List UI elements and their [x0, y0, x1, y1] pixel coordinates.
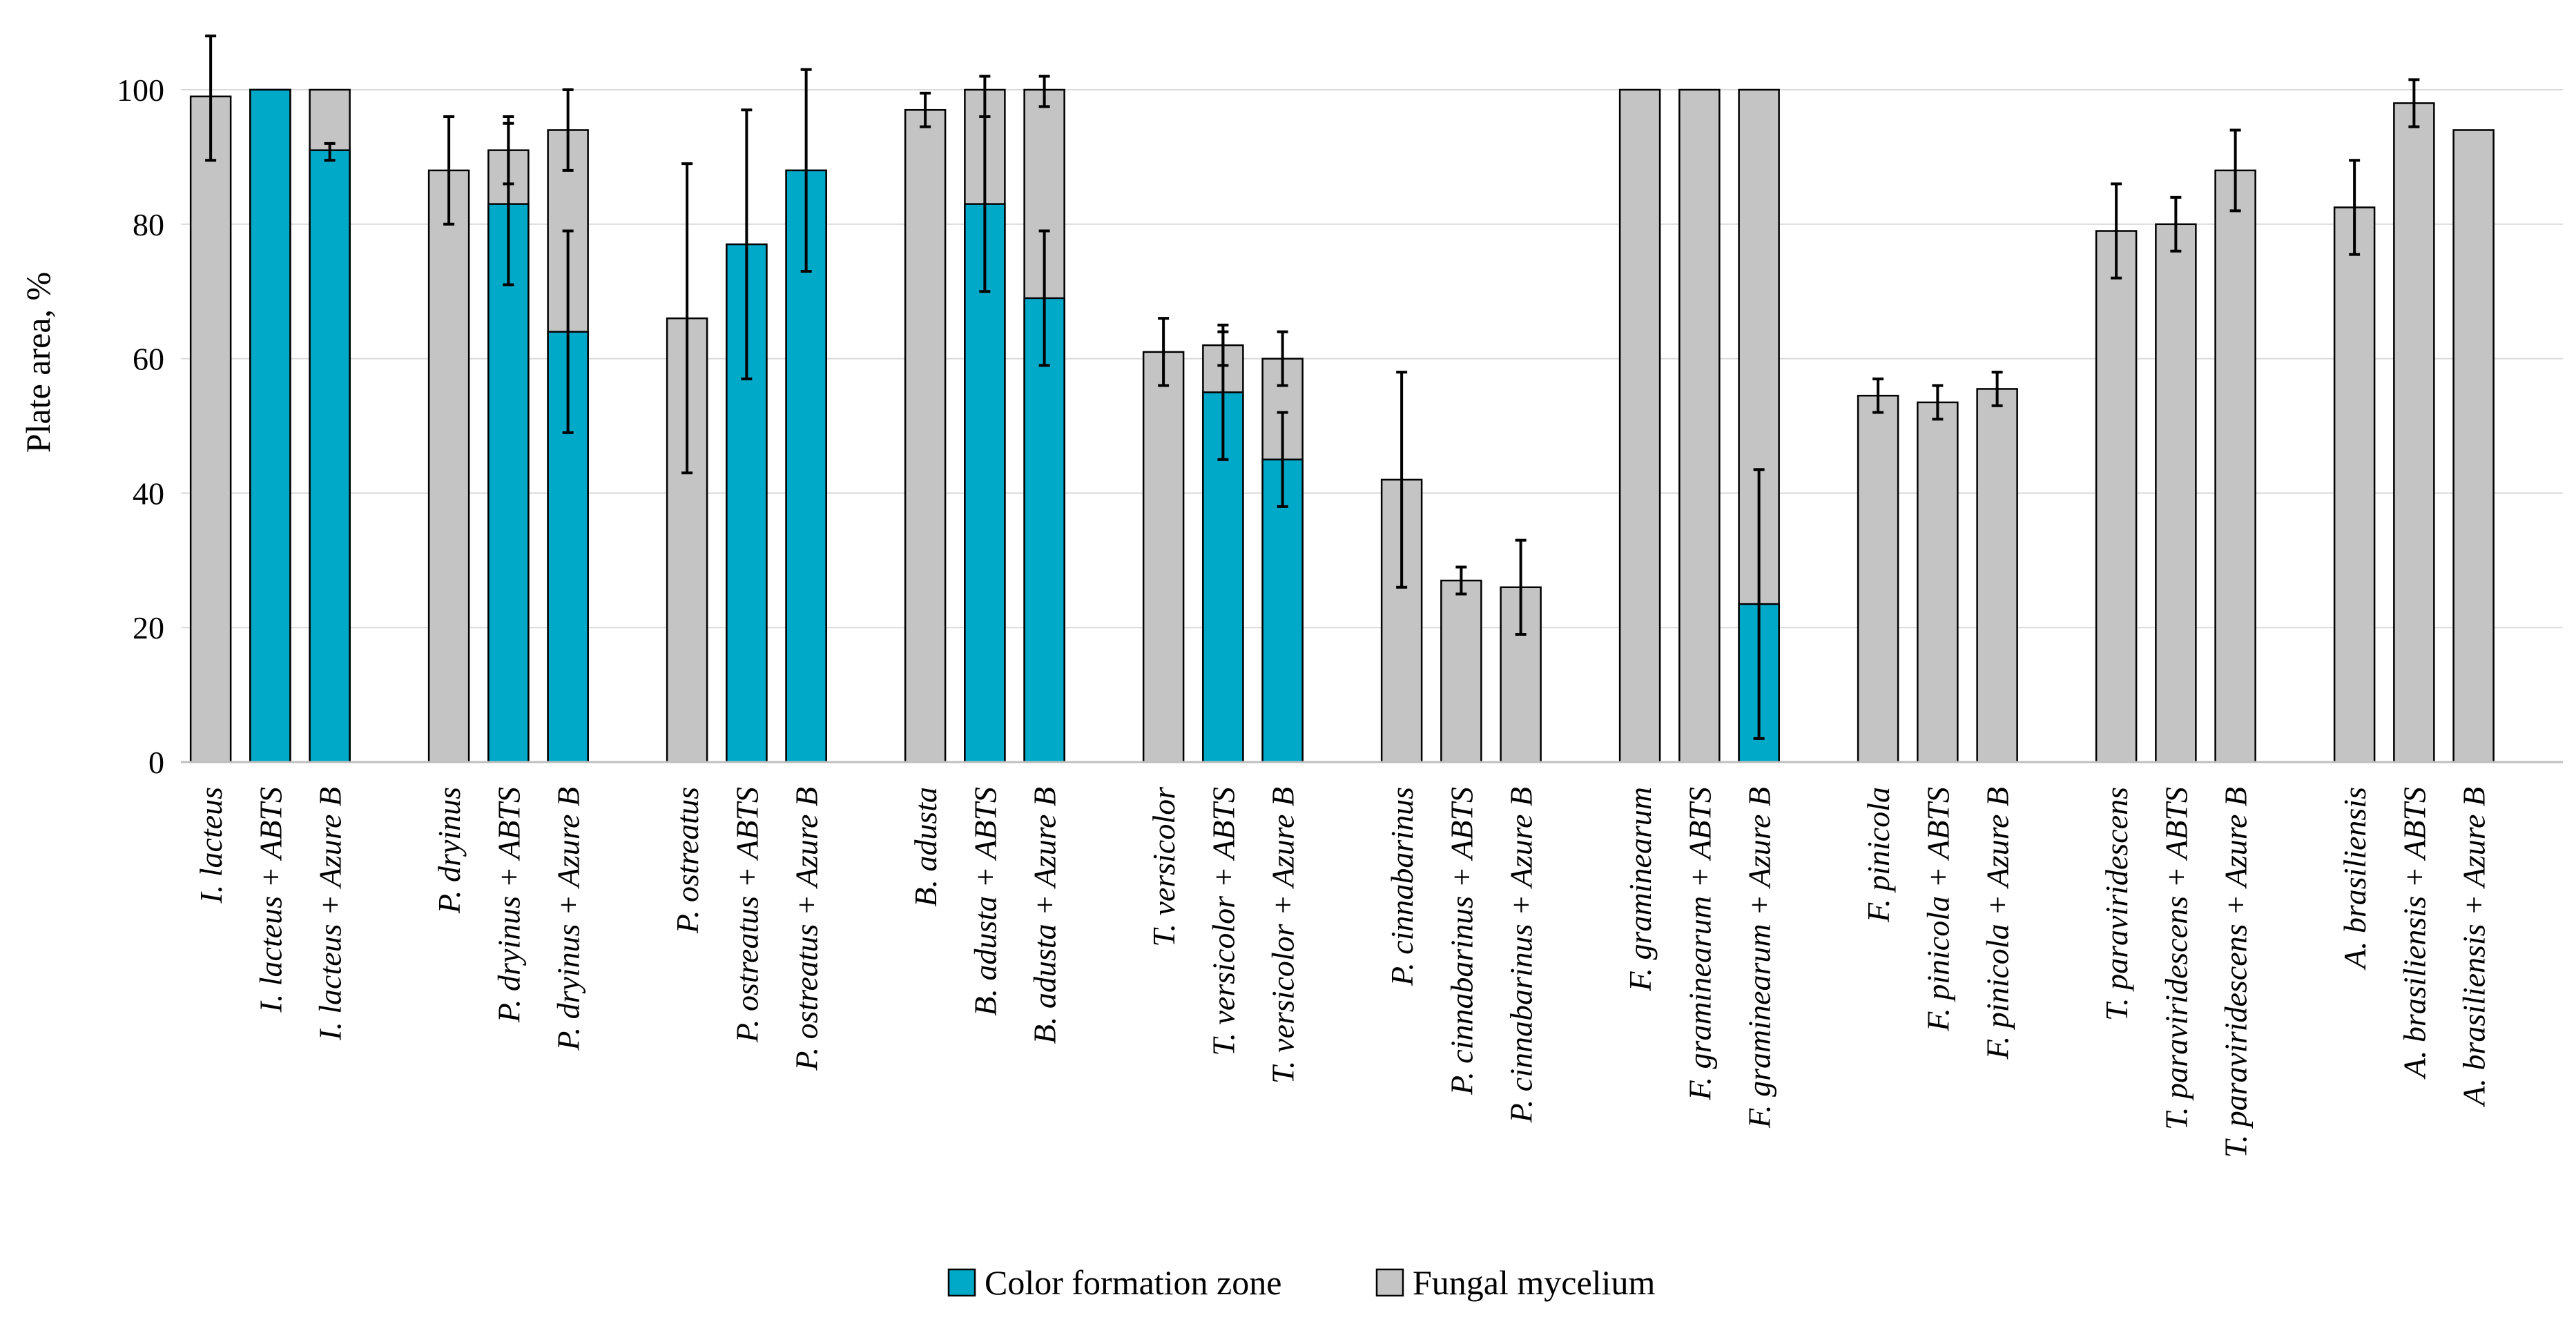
category-label: T. versicolor + Azure B [1266, 787, 1301, 1084]
category-labels: I. lacteus I. lacteus + ABTS I. lacteus + … [193, 786, 2492, 1158]
category-label: P. cinnabarinus [1384, 787, 1420, 986]
error-bar-total [1038, 75, 1050, 108]
bar-color-zone [309, 149, 351, 763]
category-label: T. paraviridescens + Azure B [2218, 787, 2254, 1158]
category-label: F. graminearum + ABTS [1682, 787, 1717, 1101]
y-tick-label: 60 [133, 342, 164, 377]
category-label: A. brasiliensis + ABTS [2396, 787, 2432, 1080]
category-label: I. lacteus + Azure B [313, 787, 348, 1041]
y-tick-label: 0 [148, 745, 164, 780]
y-tick-label: 40 [133, 476, 164, 511]
error-bar-color-zone [800, 68, 812, 273]
error-bar-total [2349, 159, 2361, 256]
error-bar-total [1277, 330, 1288, 387]
category-label: B. adusta [908, 787, 943, 907]
bar-color-zone [249, 88, 291, 763]
error-bar-color-zone [503, 121, 514, 286]
error-bar-total [1991, 371, 2003, 407]
category-label: P. dryinus + ABTS [491, 787, 526, 1023]
bar-color-zone [1023, 297, 1065, 763]
category-label: F. graminearum [1623, 787, 1658, 992]
error-bar-total [1515, 538, 1527, 636]
category-label: B. adusta + ABTS [967, 787, 1003, 1016]
bar-fungal-mycelium [1917, 401, 1959, 763]
error-bar-total [205, 35, 217, 162]
legend-label: Color formation zone [985, 1263, 1281, 1302]
category-label: A. brasiliensis + Azure B [2457, 787, 2492, 1108]
legend-label: Fungal mycelium [1413, 1263, 1655, 1302]
category-label: P. cinnabarinus + Azure B [1504, 787, 1539, 1123]
error-bar-color-zone [562, 229, 574, 434]
bars [189, 35, 2495, 763]
bar-fungal-mycelium [2452, 129, 2495, 763]
bar-fungal-mycelium [2333, 206, 2376, 763]
category-label: P. ostreatus + Azure B [789, 787, 824, 1071]
bar-color-zone [487, 203, 530, 763]
bar-fungal-mycelium [1618, 88, 1661, 763]
category-label: B. adusta + Azure B [1027, 787, 1063, 1044]
error-bar-color-zone [1038, 229, 1050, 367]
y-tick-label: 100 [117, 72, 164, 108]
error-bar-color-zone [1217, 330, 1229, 461]
bar-fungal-mycelium [1976, 388, 2018, 763]
category-label: F. pinicola + Azure B [1980, 787, 2015, 1060]
error-bar-total [1455, 565, 1467, 596]
category-label: T. versicolor [1146, 786, 1181, 947]
error-bar-total [920, 91, 931, 128]
legend-swatch [947, 1268, 976, 1297]
bar-fungal-mycelium [1440, 579, 1482, 763]
category-label: I. lacteus [193, 787, 229, 904]
category-label: P. dryinus [432, 787, 467, 914]
category-label: T. paraviridescens [2099, 787, 2134, 1021]
legend: Color formation zone Fungal mycelium [947, 1263, 1655, 1302]
category-label: T. versicolor + ABTS [1205, 787, 1241, 1056]
category-label: F. pinicola [1861, 787, 1896, 923]
category-label: P. ostreatus + ABTS [729, 787, 764, 1043]
bar-fungal-mycelium [189, 95, 232, 763]
error-bar-total [2111, 182, 2122, 280]
category-label: P. dryinus + Azure B [551, 787, 586, 1051]
y-axis-ticks: 0 20 40 60 80 100 [117, 72, 164, 780]
error-bar-total [2229, 128, 2241, 213]
error-bar-color-zone [741, 108, 753, 380]
category-label: P. cinnabarinus + ABTS [1444, 787, 1479, 1095]
bar-fungal-mycelium [1678, 88, 1721, 763]
error-bar-total [1932, 384, 1944, 421]
bar-color-zone [547, 331, 589, 763]
bar-color-zone [964, 203, 1006, 763]
error-bar-total [2408, 78, 2420, 128]
error-bar-total [1872, 377, 1884, 414]
error-bar-total [1396, 371, 1408, 589]
error-bar-color-zone [979, 115, 991, 293]
error-bar-total [562, 88, 574, 172]
category-label: F. graminearum + Azure B [1742, 787, 1777, 1129]
gridlines [181, 89, 2563, 629]
bar-fungal-mycelium [2393, 102, 2435, 763]
bar-fungal-mycelium [1857, 394, 1899, 763]
error-bar-total [1158, 317, 1170, 387]
category-label: I. lacteus + ABTS [253, 787, 288, 1013]
error-bar-total [443, 115, 455, 226]
y-tick-label: 80 [133, 207, 164, 242]
error-bar-total [2170, 195, 2182, 253]
category-label: T. paraviridescens + ABTS [2158, 787, 2194, 1130]
bar-fungal-mycelium [2214, 169, 2256, 763]
category-label: A. brasiliensis [2337, 787, 2372, 971]
y-axis-title: Plate area, % [19, 272, 57, 453]
error-bar-color-zone [324, 142, 336, 162]
y-tick-label: 20 [133, 610, 164, 645]
bar-fungal-mycelium [2095, 230, 2138, 763]
legend-swatch [1375, 1268, 1404, 1297]
bar-fungal-mycelium [427, 169, 470, 763]
error-bar-color-zone [1277, 411, 1288, 508]
bar-fungal-mycelium [904, 108, 947, 763]
category-label: F. pinicola + ABTS [1920, 787, 1955, 1032]
error-bar-total [681, 162, 693, 475]
category-label: P. ostreatus [670, 787, 705, 934]
bar-fungal-mycelium [1142, 351, 1185, 763]
error-bar-color-zone [1753, 468, 1765, 740]
bar-fungal-mycelium [2155, 223, 2197, 763]
